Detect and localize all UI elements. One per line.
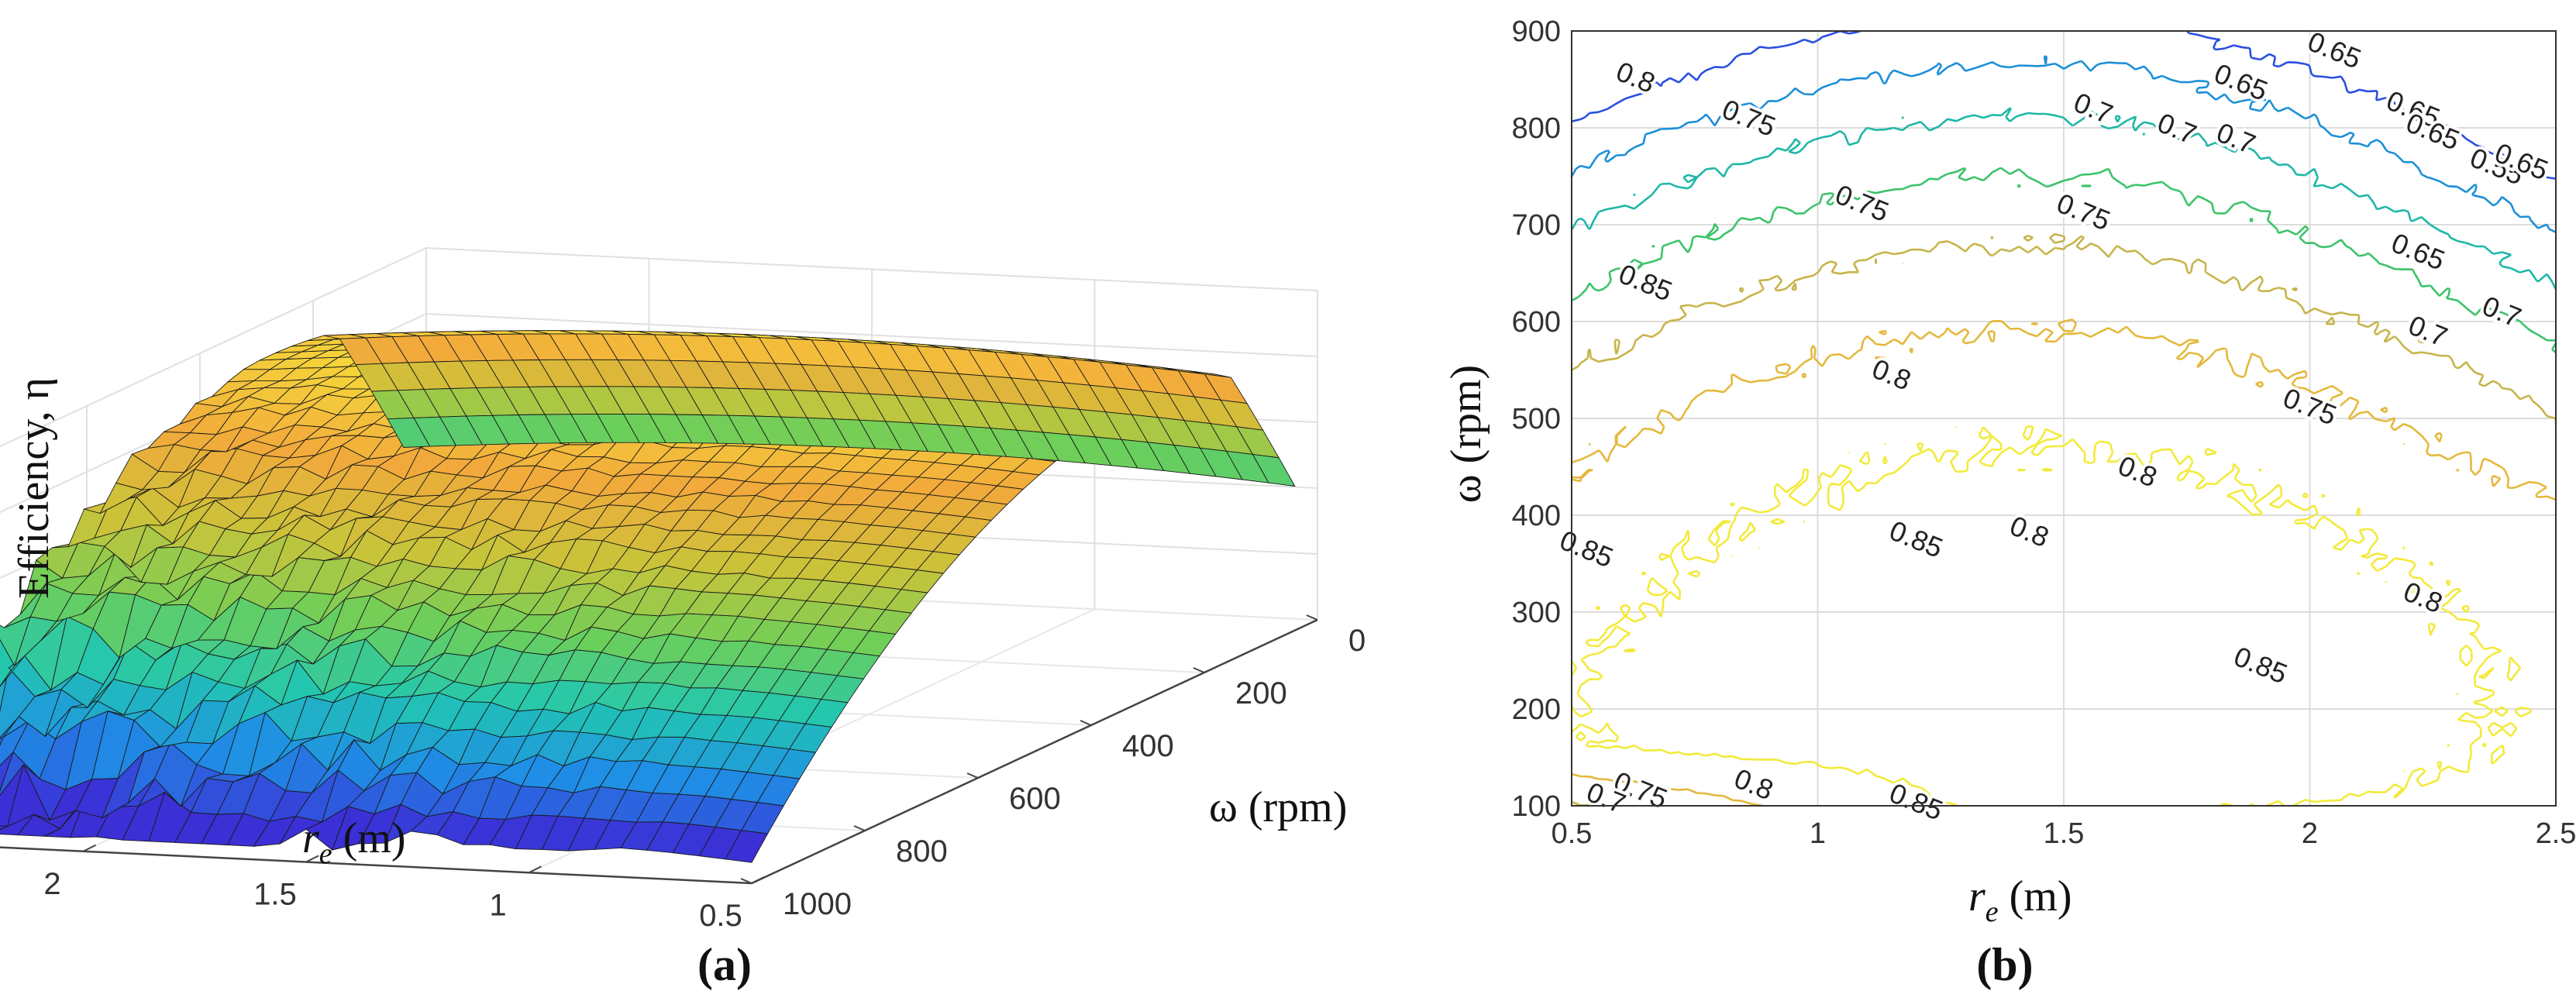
contour-line bbox=[1570, 55, 2557, 233]
y-tick-label: 600 bbox=[1512, 306, 1561, 339]
y-axis-label: ω (rpm) bbox=[1209, 783, 1347, 831]
x-axis-label: re (m) bbox=[1968, 872, 2072, 928]
contour-plot: 0.80.750.750.70.750.7 0.70.650.650.650.65… bbox=[1442, 15, 2576, 990]
y-tick-label: 700 bbox=[1512, 209, 1561, 242]
y-tick-label: 900 bbox=[1512, 15, 1561, 48]
x-axis-label-sub: e bbox=[1985, 896, 1999, 928]
y-axis-label: ω (rpm) bbox=[1442, 365, 1490, 503]
y-tick-label: 100 bbox=[1512, 790, 1561, 823]
axis-ticks: 0.5 1 1.5 2 2.5 100 200 300 400 500 600 700 800 900 bbox=[1512, 15, 2576, 850]
y-tick-label: 0 bbox=[1348, 624, 1365, 658]
contour-line bbox=[1571, 29, 2557, 180]
y-tick-label: 800 bbox=[1512, 112, 1561, 145]
surface-mesh bbox=[0, 330, 1296, 863]
x-tick-label: 1 bbox=[1810, 817, 1826, 850]
x-tick-label: 2 bbox=[43, 867, 60, 901]
x-axis-label: re (m) bbox=[302, 814, 406, 870]
panel-label-b: (b) bbox=[1976, 939, 2033, 990]
contour-lines bbox=[1570, 29, 2557, 807]
contour-line bbox=[1571, 232, 2557, 807]
y-tick-label: 200 bbox=[1512, 693, 1561, 726]
surface-face bbox=[1252, 453, 1296, 487]
y-tick-label: 600 bbox=[1009, 782, 1061, 816]
x-tick-label: 1.5 bbox=[2044, 817, 2085, 850]
x-tick-label: 2.5 bbox=[2536, 817, 2576, 850]
axis-ticks: 0.40.50.60.70.82.521.510.502004006008001… bbox=[43, 624, 1365, 933]
x-tick-label: 2 bbox=[2302, 817, 2318, 850]
z-axis-label: Efficiency, η bbox=[10, 377, 58, 599]
y-tick-label: 500 bbox=[1512, 403, 1561, 435]
surface-plot-panel: 0.40.50.60.70.82.521.510.502004006008001… bbox=[0, 247, 1365, 990]
y-tick-label: 800 bbox=[896, 834, 948, 869]
y-tick-label: 1000 bbox=[783, 887, 852, 921]
contour-line bbox=[1571, 318, 2557, 807]
x-axis-label-sub: e bbox=[319, 838, 332, 870]
x-tick-label: 1 bbox=[489, 888, 506, 922]
surface-plot: 0.40.50.60.70.82.521.510.502004006008001… bbox=[0, 247, 1365, 990]
panel-label-a: (a) bbox=[697, 939, 752, 990]
plot-border bbox=[1571, 30, 2557, 807]
x-tick-label: 1.5 bbox=[253, 878, 297, 912]
contour-line bbox=[1571, 167, 2557, 354]
x-tick-label: 0.5 bbox=[699, 899, 742, 933]
contour-line bbox=[1570, 425, 2533, 807]
y-tick-label: 400 bbox=[1512, 500, 1561, 532]
y-tick-label: 300 bbox=[1512, 597, 1561, 629]
x-axis-label-unit: (m) bbox=[332, 814, 406, 862]
x-axis-label-unit: (m) bbox=[1999, 872, 2072, 920]
y-tick-label: 400 bbox=[1122, 729, 1174, 763]
x-tick-label: 0.5 bbox=[1551, 817, 1593, 850]
y-tick-label: 200 bbox=[1235, 676, 1287, 710]
contour-plot-panel: 0.8 0.75 0.75 0.7 0.75 0.7 0.7 0.65 0.65 0.65 0.65… bbox=[1434, 0, 2576, 1004]
x-axis-label-main: r bbox=[1968, 872, 1985, 920]
x-axis-label-main: r bbox=[302, 814, 319, 862]
